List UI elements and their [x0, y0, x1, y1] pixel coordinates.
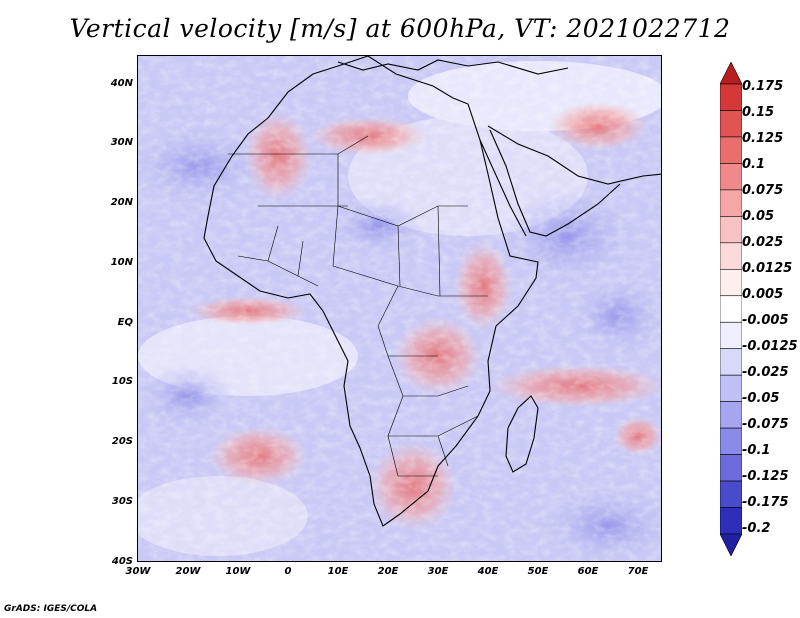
lon-label-10w: 10W: [225, 566, 251, 577]
colorbar-label: -0.125: [742, 469, 789, 484]
colorbar-label: 0.025: [742, 235, 784, 250]
colorbar-label: -0.005: [742, 313, 789, 328]
colorbar-label: -0.2: [742, 521, 771, 536]
lat-label-30n: 30N: [110, 137, 133, 148]
colorbar-label: 0.15: [742, 105, 775, 120]
colorbar-label: -0.05: [742, 391, 780, 406]
colorbar-segments: [720, 62, 742, 556]
map-title: Vertical velocity [m/s] at 600hPa, VT: 2…: [69, 14, 731, 43]
lon-label-20e: 20E: [377, 566, 399, 577]
colorbar-label: 0.125: [742, 131, 784, 146]
lon-label-20w: 20W: [175, 566, 201, 577]
lat-label-30s: 30S: [111, 496, 133, 507]
grads-credit: GrADS: IGES/COLA: [4, 604, 98, 614]
arabia-coastline: [487, 125, 661, 237]
red-sea: [479, 139, 527, 237]
lat-label-40n: 40N: [110, 78, 133, 89]
field-texture: [138, 56, 661, 561]
lon-label-40e: 40E: [477, 566, 499, 577]
colorbar-segment: [720, 348, 742, 376]
map-plot-area: [137, 55, 662, 562]
colorbar-segment: [720, 242, 742, 270]
lon-label-30e: 30E: [427, 566, 449, 577]
colorbar-label: 0.0125: [742, 261, 793, 276]
colorbar-segment: [720, 533, 742, 556]
europe-coastline: [337, 59, 569, 75]
colorbar-label: 0.1: [742, 157, 766, 172]
colorbar-segment: [720, 321, 742, 350]
lat-label-20n: 20N: [110, 197, 133, 208]
lon-label-50e: 50E: [527, 566, 549, 577]
colorbar-segment: [720, 427, 742, 455]
colorbar-label: -0.025: [742, 365, 789, 380]
colorbar-label: -0.1: [742, 443, 771, 458]
lon-label-60e: 60E: [577, 566, 599, 577]
lat-label-10s: 10S: [111, 376, 133, 387]
colorbar-segment: [720, 268, 742, 297]
lon-label-70e: 70E: [627, 566, 649, 577]
colorbar-segment: [720, 374, 742, 402]
map-canvas: [138, 56, 661, 561]
colorbar-segment: [720, 189, 742, 217]
lon-label-10e: 10E: [327, 566, 349, 577]
africa-coastline: [203, 56, 539, 527]
colorbar-label: -0.175: [742, 495, 789, 510]
colorbar-segment: [720, 216, 742, 244]
colorbar: [720, 62, 742, 556]
colorbar-segment: [720, 401, 742, 429]
lon-label-0: 0: [284, 566, 292, 577]
colorbar-label: 0.005: [742, 287, 784, 302]
colorbar-segment: [720, 83, 742, 111]
colorbar-label: 0.05: [742, 209, 775, 224]
lat-label-eq: EQ: [117, 317, 133, 328]
colorbar-label: -0.075: [742, 417, 789, 432]
colorbar-segment: [720, 110, 742, 138]
colorbar-segment: [720, 480, 742, 508]
colorbar-segment: [720, 507, 742, 535]
lat-label-40s: 40S: [111, 556, 133, 567]
colorbar-segment: [720, 295, 742, 323]
colorbar-segment: [720, 136, 742, 164]
colorbar-segment: [720, 163, 742, 191]
colorbar-label: 0.175: [742, 79, 784, 94]
colorbar-label: -0.0125: [742, 339, 798, 354]
lat-label-10n: 10N: [110, 257, 133, 268]
lon-label-30w: 30W: [125, 566, 151, 577]
coastlines: [203, 56, 661, 527]
colorbar-segment: [720, 454, 742, 482]
madagascar-coastline: [505, 395, 539, 473]
colorbar-label: 0.075: [742, 183, 784, 198]
colorbar-segment: [720, 62, 742, 85]
lat-label-20s: 20S: [111, 436, 133, 447]
country-borders: [228, 135, 488, 477]
